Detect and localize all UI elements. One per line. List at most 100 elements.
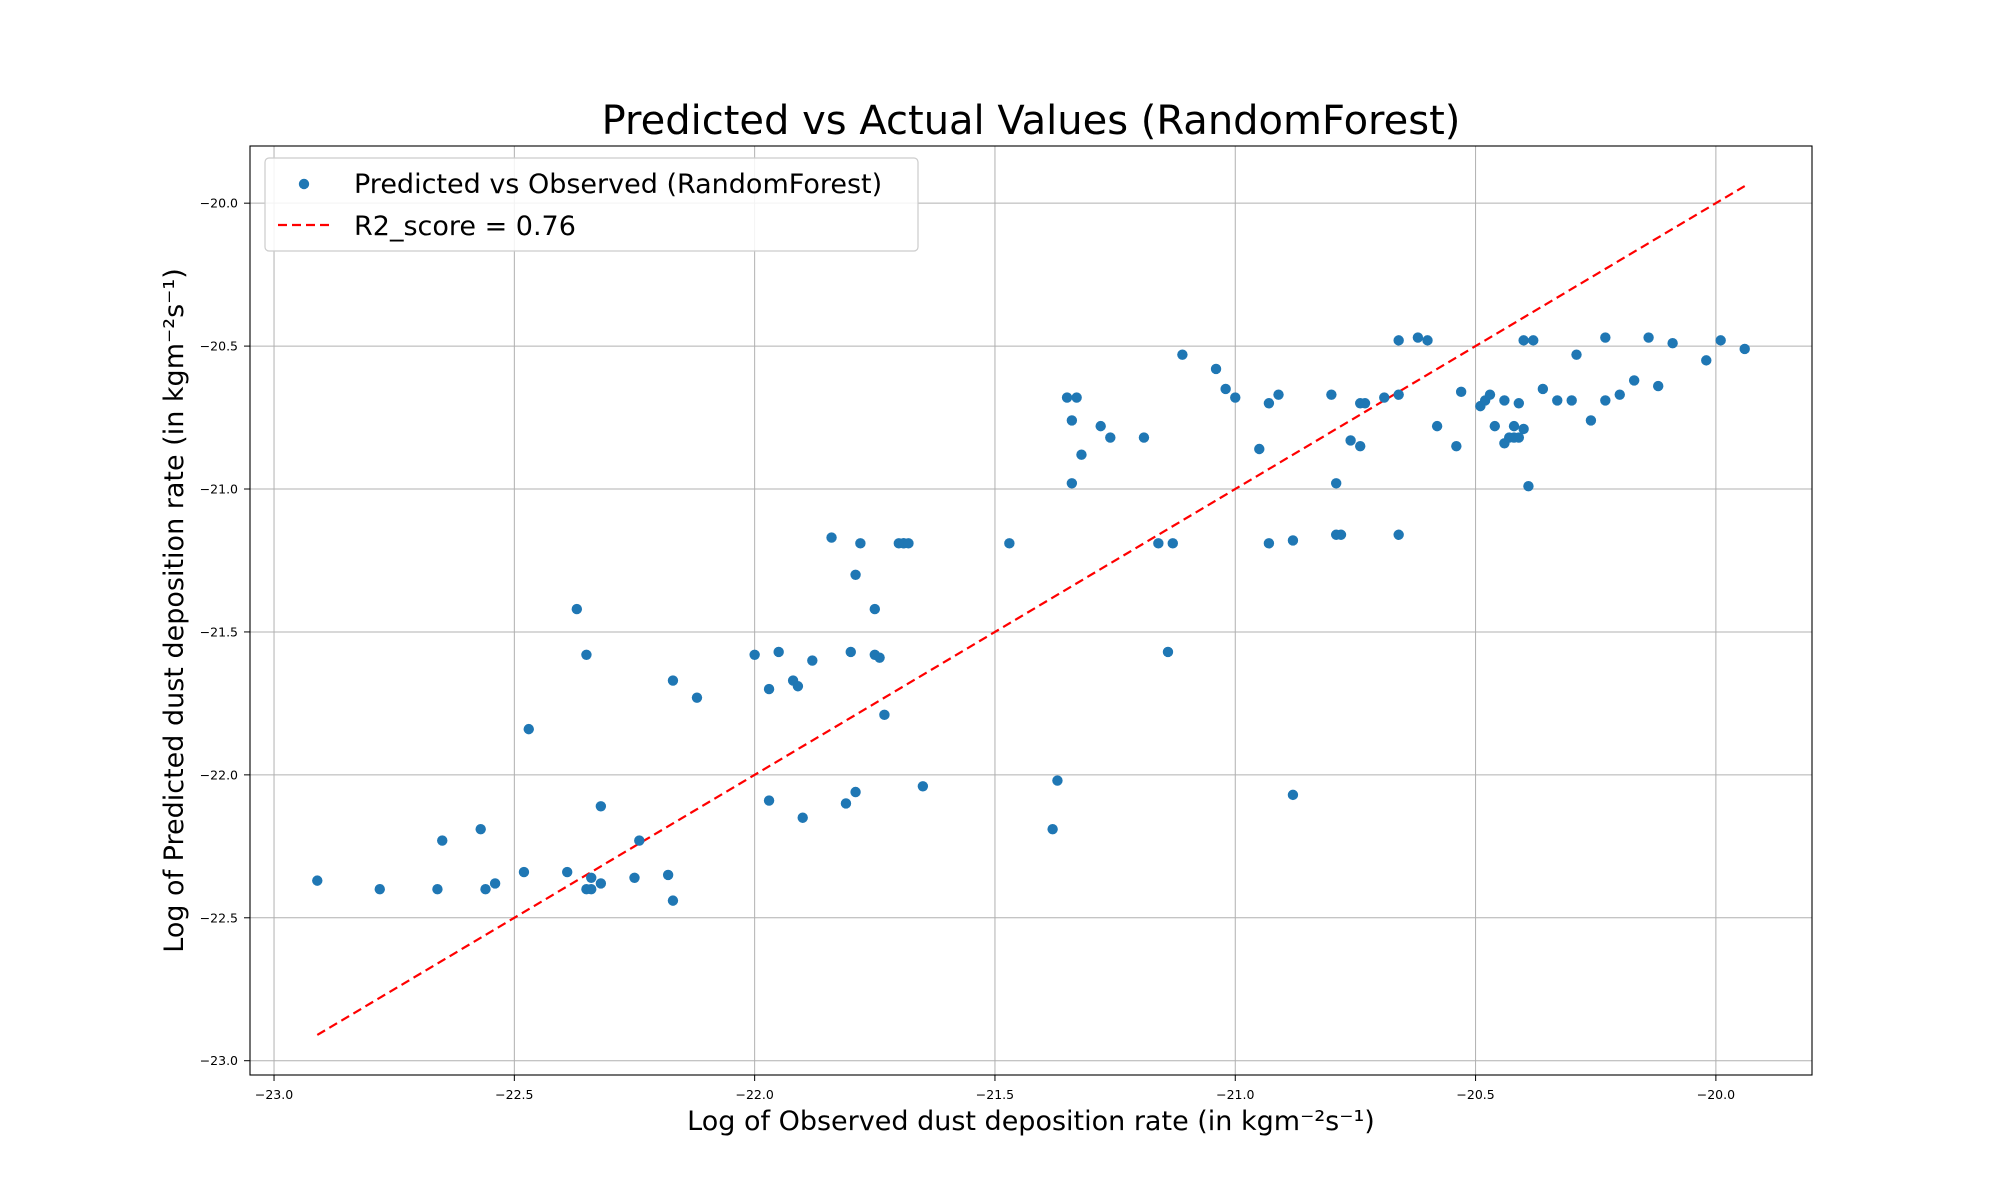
- data-point: [634, 835, 645, 846]
- data-point: [792, 681, 804, 692]
- data-point: [840, 798, 852, 809]
- legend-frame: [264, 157, 919, 252]
- points-layer: [312, 332, 1750, 906]
- data-point: [1499, 395, 1510, 406]
- data-point: [850, 569, 861, 580]
- data-point: [1254, 443, 1265, 455]
- data-point: [1230, 392, 1241, 403]
- data-point: [1167, 538, 1178, 549]
- y-tick-label: −21.0: [200, 482, 238, 497]
- x-tick-label: −21.0: [1216, 1087, 1254, 1102]
- data-point: [1523, 480, 1534, 492]
- y-tick-label: −22.0: [200, 767, 238, 782]
- data-point: [1047, 823, 1058, 835]
- data-point: [1489, 420, 1500, 432]
- data-point: [667, 675, 679, 686]
- x-tick-label: −21.5: [976, 1087, 1014, 1102]
- data-point: [1359, 398, 1371, 409]
- data-point: [1451, 440, 1462, 452]
- data-point: [1330, 478, 1342, 489]
- data-point: [1701, 355, 1712, 366]
- data-point: [1138, 432, 1150, 443]
- data-point: [1379, 392, 1390, 403]
- data-point: [1571, 349, 1582, 360]
- data-point: [667, 895, 679, 906]
- data-point: [850, 786, 861, 798]
- data-point: [1095, 420, 1106, 432]
- data-point: [595, 878, 607, 889]
- grid-layer: [250, 146, 1812, 1075]
- data-point: [1643, 332, 1654, 343]
- data-point: [1537, 383, 1549, 395]
- data-point: [1412, 332, 1424, 343]
- data-point: [1066, 415, 1078, 426]
- data-point: [1431, 420, 1443, 432]
- data-point: [475, 823, 486, 835]
- data-point: [432, 884, 443, 895]
- data-point: [1585, 415, 1597, 426]
- data-point: [826, 532, 837, 543]
- legend: Predicted vs Observed (RandomForest) R2_s…: [264, 157, 919, 252]
- data-point: [1220, 383, 1231, 395]
- legend-marker-points: [298, 178, 310, 190]
- data-point: [1263, 398, 1275, 409]
- data-point: [773, 646, 784, 658]
- y-axis-label: Log of Predicted dust deposition rate (i…: [159, 268, 190, 953]
- data-point: [763, 795, 775, 806]
- data-point: [1628, 375, 1640, 386]
- plot-frame: [249, 145, 1813, 1076]
- legend-label-points: Predicted vs Observed (RandomForest): [354, 169, 882, 200]
- data-point: [1345, 435, 1356, 446]
- data-point: [518, 866, 530, 878]
- data-point: [1484, 389, 1496, 400]
- x-tick-label: −20.0: [1697, 1087, 1735, 1102]
- data-point: [749, 649, 760, 661]
- data-point: [691, 692, 703, 703]
- x-tick-label: −23.0: [255, 1087, 293, 1102]
- data-point: [629, 872, 640, 883]
- data-point: [1393, 529, 1404, 540]
- r2-fit-line: [316, 185, 1746, 1036]
- data-point: [1518, 335, 1529, 346]
- data-point: [1513, 398, 1525, 409]
- data-point: [917, 781, 929, 792]
- data-point: [571, 603, 583, 615]
- chart-title: Predicted vs Actual Values (RandomForest…: [602, 98, 1461, 144]
- data-point: [1455, 386, 1467, 398]
- data-point: [1739, 343, 1750, 355]
- data-point: [1105, 432, 1116, 443]
- data-point: [1513, 432, 1525, 443]
- data-point: [807, 655, 818, 666]
- x-tick-label: −22.5: [495, 1087, 533, 1102]
- data-point: [1287, 789, 1299, 801]
- data-point: [1076, 449, 1087, 460]
- data-point: [1210, 363, 1222, 375]
- data-point: [586, 872, 597, 883]
- x-tick-label: −20.5: [1456, 1087, 1494, 1102]
- data-point: [1153, 538, 1164, 549]
- data-point: [480, 884, 491, 895]
- data-point: [581, 649, 592, 661]
- data-point: [437, 835, 448, 846]
- y-tick-label: −20.0: [200, 196, 238, 211]
- data-point: [874, 652, 885, 663]
- data-point: [1004, 538, 1015, 549]
- data-point: [1287, 535, 1299, 546]
- data-point: [586, 884, 597, 895]
- data-point: [1326, 389, 1337, 400]
- x-tick-label: −22.0: [735, 1087, 773, 1102]
- data-point: [1508, 420, 1520, 432]
- data-point: [1600, 332, 1611, 343]
- data-point: [1528, 335, 1539, 346]
- y-tick-label: −20.5: [200, 339, 238, 354]
- data-point: [763, 683, 775, 695]
- data-point: [374, 884, 385, 895]
- data-point: [1393, 335, 1404, 346]
- data-point: [523, 723, 534, 735]
- data-point: [1566, 395, 1577, 406]
- y-tick-label: −23.0: [200, 1053, 238, 1068]
- data-point: [312, 875, 323, 886]
- data-point: [1355, 440, 1366, 452]
- data-point: [1061, 392, 1073, 403]
